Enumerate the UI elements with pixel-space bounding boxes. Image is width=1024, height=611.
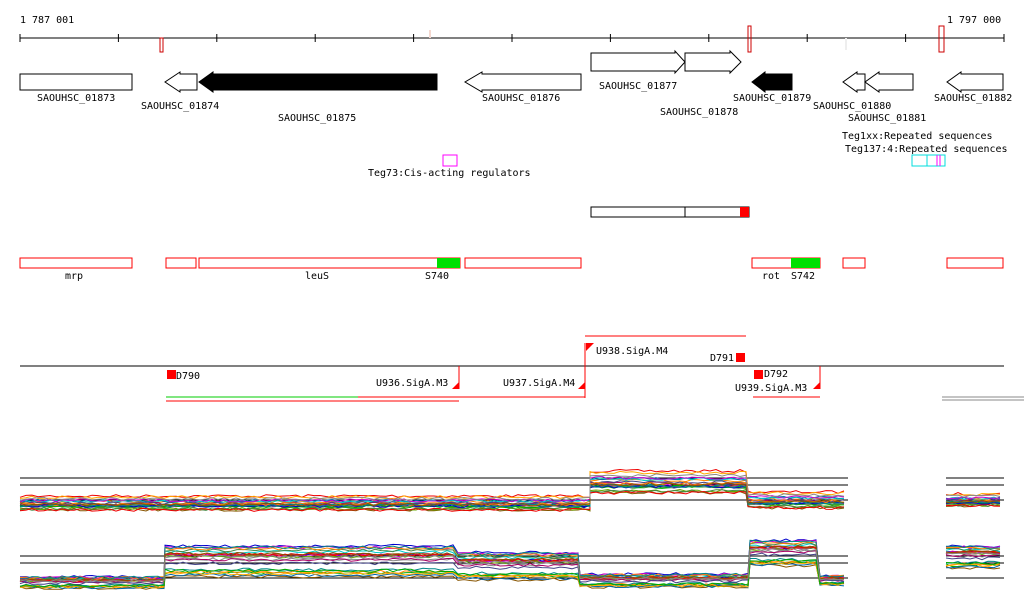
repeat-box[interactable] [911, 154, 946, 167]
marker[interactable] [159, 37, 164, 53]
gene-label: SAOUHSC_01879 [733, 93, 811, 104]
D790-box[interactable] [167, 370, 176, 379]
marker [429, 30, 431, 38]
expression-line [19, 490, 845, 512]
gene-label: SAOUHSC_01877 [599, 81, 677, 92]
expression-line [945, 499, 1001, 504]
operon-leuS[interactable] [198, 257, 461, 269]
operon[interactable] [165, 257, 197, 269]
expression-line [945, 552, 1001, 556]
operon[interactable] [842, 257, 866, 269]
expression-line [19, 561, 845, 589]
promoter-label[interactable]: D790 [176, 371, 200, 382]
teg-label: Teg1xx:Repeated sequences [842, 131, 993, 142]
gene-label: SAOUHSC_01873 [37, 93, 115, 104]
operon-label: S742 [791, 271, 815, 282]
S742-box[interactable] [791, 258, 820, 268]
D791-box[interactable] [736, 353, 745, 362]
expression-line [945, 566, 1001, 570]
gene-label: SAOUHSC_01881 [848, 113, 926, 124]
ruler-track: 1 787 001 1 797 000 [19, 15, 1005, 53]
promoter-label[interactable]: D792 [764, 369, 788, 380]
marker [845, 38, 847, 50]
expression-line [19, 473, 845, 501]
promoter-label[interactable]: U939.SigA.M3 [735, 383, 807, 394]
gene-SAOUHSC_01881[interactable] [864, 71, 914, 93]
transcript[interactable] [590, 206, 750, 218]
gene-SAOUHSC_01879[interactable] [751, 70, 793, 94]
gene-track [19, 49, 1004, 94]
gene-label: SAOUHSC_01878 [660, 107, 738, 118]
expression-line [19, 484, 845, 508]
gene-label: SAOUHSC_01875 [278, 113, 356, 124]
expression-line [945, 494, 1001, 498]
promoter-label[interactable]: D791 [710, 353, 734, 364]
expression-line [19, 475, 845, 503]
expression-line [945, 564, 1001, 569]
expression-line [19, 562, 845, 590]
expression-line [945, 545, 1001, 549]
marker[interactable] [747, 25, 752, 53]
operon-track [19, 257, 1004, 269]
expression-line [945, 556, 1001, 561]
promoter-track: U938.SigA.M4 D791 D790 U936.SigA.M3 U937… [20, 335, 1024, 402]
gene-SAOUHSC_01882[interactable] [946, 71, 1004, 93]
gene-SAOUHSC_01876[interactable] [464, 71, 582, 93]
regulator-track: Teg73:Cis-acting regulators Teg1xx:Repea… [368, 131, 1008, 179]
operon-mrp[interactable] [19, 257, 133, 269]
expression-line [945, 560, 1001, 565]
operon-label: rot [762, 271, 780, 282]
teg73-box[interactable] [442, 154, 458, 167]
promoter-label[interactable]: U938.SigA.M4 [596, 346, 668, 357]
gene-labels: SAOUHSC_01873 SAOUHSC_01874 SAOUHSC_0187… [37, 81, 1012, 124]
marker[interactable] [938, 25, 945, 53]
promoter-label[interactable]: U937.SigA.M4 [503, 378, 575, 389]
ruler-end-label: 1 797 000 [947, 15, 1001, 26]
expression-line [19, 489, 845, 511]
gene-label: SAOUHSC_01874 [141, 101, 219, 112]
teg137-label: Teg137:4:Repeated sequences [845, 144, 1008, 155]
expression-line [945, 561, 1001, 565]
gene-label: SAOUHSC_01882 [934, 93, 1012, 104]
gene-SAOUHSC_01877[interactable] [590, 49, 686, 75]
gene-label: SAOUHSC_01876 [482, 93, 560, 104]
gene-label: SAOUHSC_01880 [813, 101, 891, 112]
gene-SAOUHSC_01878[interactable] [684, 49, 742, 75]
operon-label: mrp [65, 271, 83, 282]
expression-panel-2 [19, 538, 1004, 590]
expression-line [19, 490, 845, 512]
operon-label: S740 [425, 271, 449, 282]
gene-SAOUHSC_01874[interactable] [164, 71, 198, 93]
transcript-track [590, 206, 750, 218]
expression-line [945, 563, 1001, 568]
expression-line [945, 549, 1001, 554]
gene-SAOUHSC_01873[interactable] [19, 73, 133, 91]
ruler-start-label: 1 787 001 [20, 15, 74, 26]
expression-line [19, 539, 845, 580]
expression-line [946, 547, 1001, 552]
gene-SAOUHSC_01880[interactable] [842, 71, 866, 93]
operon[interactable] [464, 257, 582, 269]
expression-line [945, 503, 1001, 508]
operon-label: leuS [305, 271, 329, 282]
D792-box[interactable] [754, 370, 763, 379]
expression-line [945, 500, 1001, 504]
gene-SAOUHSC_01875[interactable] [198, 71, 438, 93]
expression-line [19, 559, 845, 588]
expression-line [945, 554, 1001, 558]
expression-line [19, 470, 845, 500]
S740-box[interactable] [437, 258, 460, 268]
expression-panel-1 [19, 468, 1004, 512]
expression-line [945, 496, 1001, 500]
expression-line [19, 552, 845, 585]
expression-line [19, 482, 845, 507]
promoter-label[interactable]: U936.SigA.M3 [376, 378, 448, 389]
operon-labels: mrp leuS S740 rot S742 [65, 271, 815, 282]
operon[interactable] [946, 257, 1004, 269]
expression-line [19, 547, 844, 583]
teg73-label: Teg73:Cis-acting regulators [368, 168, 531, 179]
